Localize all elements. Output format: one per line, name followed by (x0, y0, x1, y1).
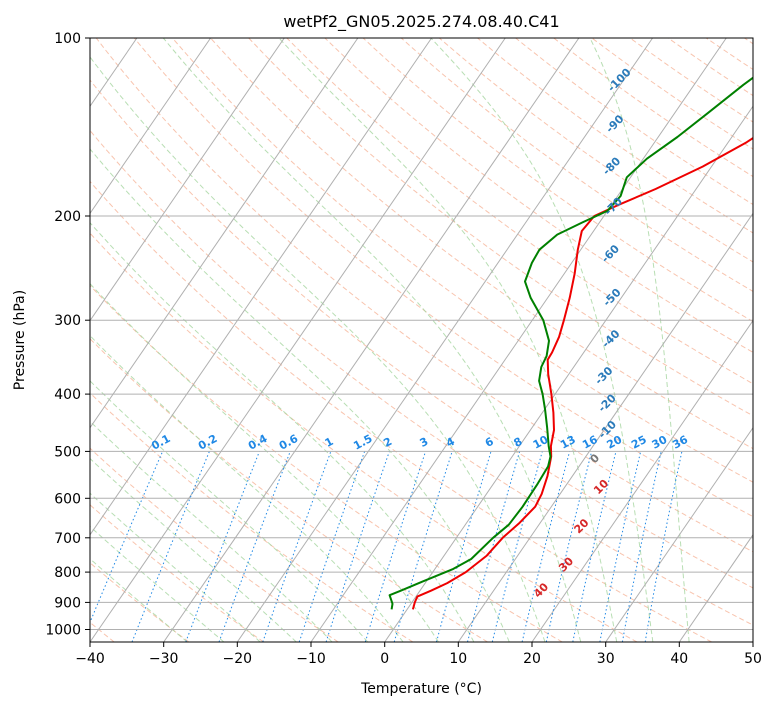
isotherm-line (163, 38, 580, 642)
dry-adiabat-line (90, 562, 190, 642)
y-axis-label: Pressure (hPa) (12, 290, 28, 390)
x-tick-label: −30 (149, 651, 179, 667)
moist-adiabat-line (278, 38, 618, 642)
moist-adiabat-line (90, 420, 333, 642)
x-tick-label: 40 (670, 651, 688, 667)
moist-adiabat-line (90, 56, 546, 642)
x-tick-label: 50 (744, 651, 762, 667)
isotherm-line (531, 319, 753, 642)
y-tick-label: 500 (54, 444, 81, 460)
isotherm-line (90, 38, 506, 642)
isotherm-line (605, 426, 753, 642)
x-tick-label: −40 (75, 651, 105, 667)
y-tick-label: 200 (54, 209, 81, 225)
moist-adiabat-line (90, 221, 475, 642)
y-tick-label: 400 (54, 387, 81, 403)
dry-adiabat-line (248, 38, 753, 417)
temperature-profile-line (411, 136, 753, 610)
dry-adiabat-line (90, 338, 488, 642)
mixing-ratio-line (393, 451, 453, 642)
mixing-ratio-line (298, 451, 366, 642)
y-axis-ticks: 1000 900 800 700 600 500 400 300 200 100 (45, 31, 90, 639)
y-tick-label: 800 (54, 565, 81, 581)
plot-frame (89, 37, 754, 643)
dry-adiabat-line (90, 79, 753, 589)
mixing-ratio-line (131, 451, 210, 642)
mixing-ratio-label: 25 (629, 433, 649, 452)
moist-adiabat-line (162, 38, 582, 642)
mixing-ratio-line (364, 451, 427, 642)
dry-adiabat-line (90, 284, 563, 642)
isotherm-line (457, 212, 753, 642)
moist-adiabat-line (90, 148, 510, 642)
mixing-ratio-line (435, 451, 492, 642)
y-tick-label: 100 (54, 31, 81, 47)
mixing-ratio-label: 10 (531, 433, 551, 452)
moist-adiabat-line (589, 38, 690, 642)
mixing-ratio-line (545, 451, 593, 642)
x-tick-label: 20 (523, 651, 541, 667)
mixing-ratio-label: 16 (580, 433, 600, 452)
mixing-ratio-line (90, 451, 164, 624)
x-tick-label: 10 (449, 651, 467, 667)
dry-adiabat-line (95, 38, 753, 553)
mixing-ratio-label: 20 (605, 433, 625, 452)
x-axis-label: Temperature (°C) (360, 681, 482, 697)
mixing-ratio-line (325, 451, 390, 642)
grid-lines (90, 38, 753, 630)
x-tick-label: −20 (223, 651, 253, 667)
isotherm-line (90, 38, 285, 322)
moist-adiabat-line (90, 525, 225, 642)
isotherm-line (678, 533, 753, 642)
isotherm-line (236, 38, 654, 642)
dry-adiabat-line (133, 38, 753, 518)
dry-adiabat-line (90, 129, 753, 626)
mixing-ratio-label: 30 (650, 433, 670, 452)
isotherm-line (310, 38, 727, 642)
dry-adiabat-line (400, 38, 753, 292)
y-tick-label: 300 (54, 313, 81, 329)
dry-adiabat-line (286, 38, 753, 385)
chart-title: wetPf2_GN05.2025.274.08.40.C41 (283, 12, 559, 32)
moist-adiabat-line (90, 380, 369, 642)
moist-adiabat-line (430, 38, 654, 642)
isotherm-line (90, 38, 359, 429)
x-axis-ticks: −40 −30 −20 −10 0 10 20 30 40 50 (75, 642, 762, 667)
profiles (388, 76, 753, 610)
dewpoint-profile-line (388, 76, 753, 610)
mixing-ratio-line (521, 451, 571, 642)
y-tick-label: 900 (54, 595, 81, 611)
mixing-ratio-line (185, 451, 260, 642)
y-tick-label: 600 (54, 491, 81, 507)
mixing-ratio-line (262, 451, 332, 642)
x-tick-label: 0 (380, 651, 389, 667)
moist-adiabat-line (90, 558, 188, 642)
y-tick-label: 1000 (45, 623, 81, 639)
mixing-ratio-line (218, 451, 291, 642)
mixing-ratio-label: 13 (558, 433, 578, 452)
moist-adiabat-line (90, 457, 297, 642)
dry-adiabat-line (90, 232, 638, 642)
isotherm-line (384, 105, 753, 642)
y-tick-label: 700 (54, 531, 81, 547)
isotherm-line (90, 38, 433, 536)
background-lines (90, 38, 753, 642)
mixing-ratio-line (467, 451, 521, 642)
dry-adiabat-line (90, 180, 712, 642)
isotherm-line (90, 38, 212, 215)
x-tick-label: −10 (296, 651, 326, 667)
x-tick-label: 30 (597, 651, 615, 667)
mixing-ratio-label: 36 (670, 433, 690, 452)
moist-adiabat-line (90, 282, 439, 642)
